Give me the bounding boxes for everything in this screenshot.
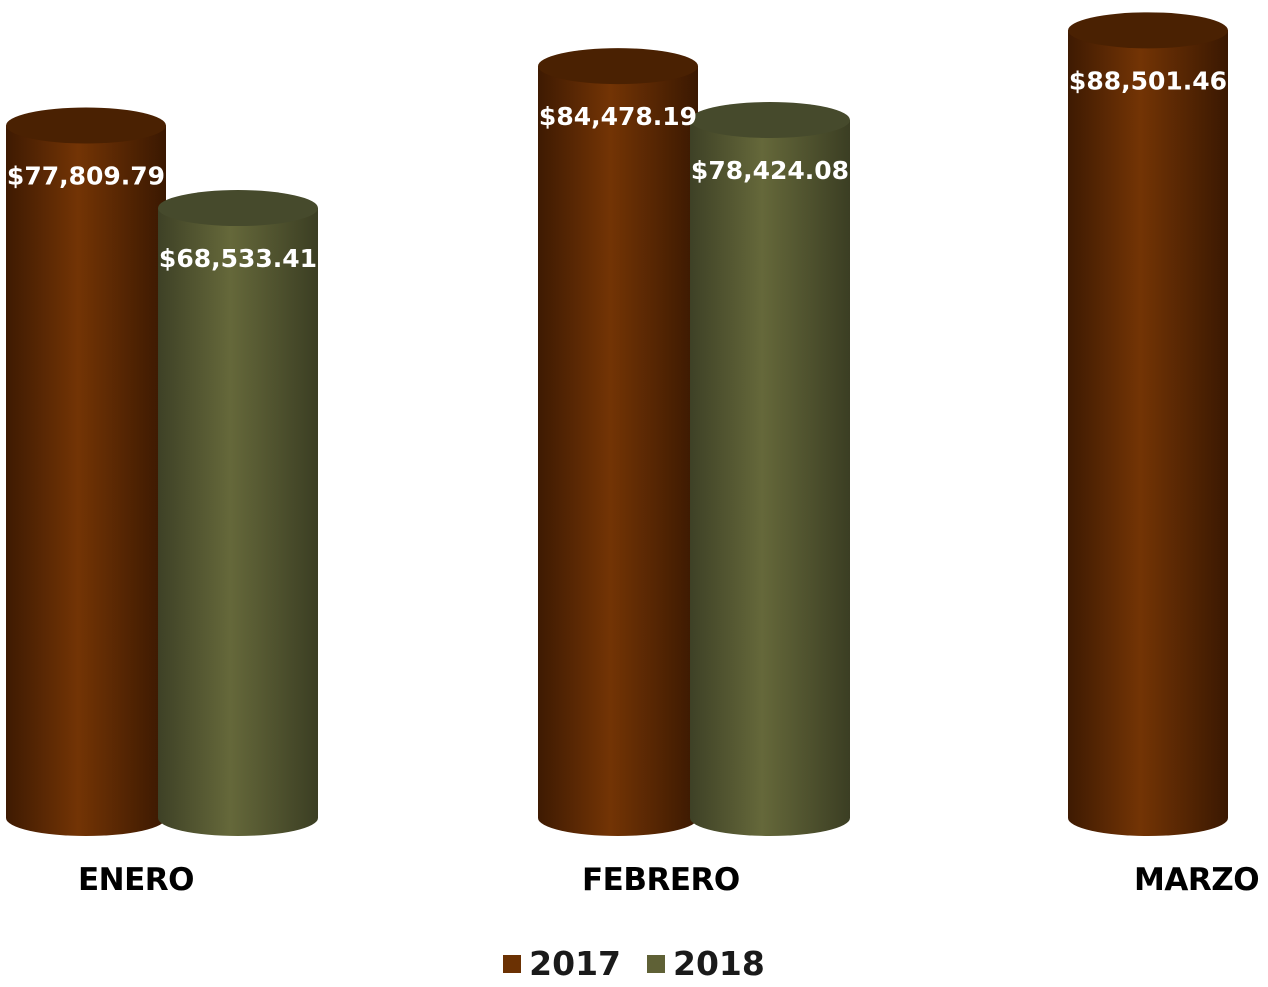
bar-2017-enero — [6, 107, 166, 837]
bar-2017-febrero — [538, 48, 698, 837]
bar-2018-enero — [158, 190, 318, 836]
legend-item-2017: 2017 — [503, 944, 621, 983]
bar-body-2018-enero — [158, 208, 318, 836]
legend: 2017 2018 — [0, 944, 1268, 983]
bar-2017-marzo — [1068, 12, 1228, 836]
legend-swatch-2018 — [647, 954, 665, 973]
legend-item-2018: 2018 — [647, 944, 765, 983]
category-label-marzo: MARZO — [1134, 862, 1260, 898]
bar-2018-febrero — [690, 102, 850, 836]
category-label-enero: ENERO — [78, 862, 195, 898]
category-label-febrero: FEBRERO — [582, 862, 740, 898]
data-label-2018-enero: $68,533.41 — [159, 244, 317, 273]
data-label-2017-marzo: $88,501.46 — [1069, 66, 1227, 95]
data-label-2017-febrero: $84,478.19 — [539, 102, 697, 131]
data-labels-layer: $77,809.79 $68,533.41 $84,478.19 $78,424.08… — [7, 66, 1227, 273]
bars-layer — [6, 12, 1228, 837]
bar-top-2018-febrero — [690, 102, 850, 139]
legend-swatch-2017 — [503, 954, 522, 973]
legend-label-2017: 2017 — [529, 944, 621, 983]
legend-label-2018: 2018 — [673, 944, 765, 983]
bar-body-2017-marzo — [1068, 30, 1228, 836]
bar-top-2017-enero — [6, 107, 166, 144]
data-label-2017-enero: $77,809.79 — [7, 161, 165, 190]
bar-body-2017-febrero — [538, 66, 698, 837]
bar-top-2017-marzo — [1068, 12, 1228, 49]
data-label-2018-febrero: $78,424.08 — [691, 156, 849, 185]
bar-body-2018-febrero — [690, 120, 850, 836]
bar-top-2017-febrero — [538, 48, 698, 85]
bar-body-2017-enero — [6, 125, 166, 837]
bar-top-2018-enero — [158, 190, 318, 227]
